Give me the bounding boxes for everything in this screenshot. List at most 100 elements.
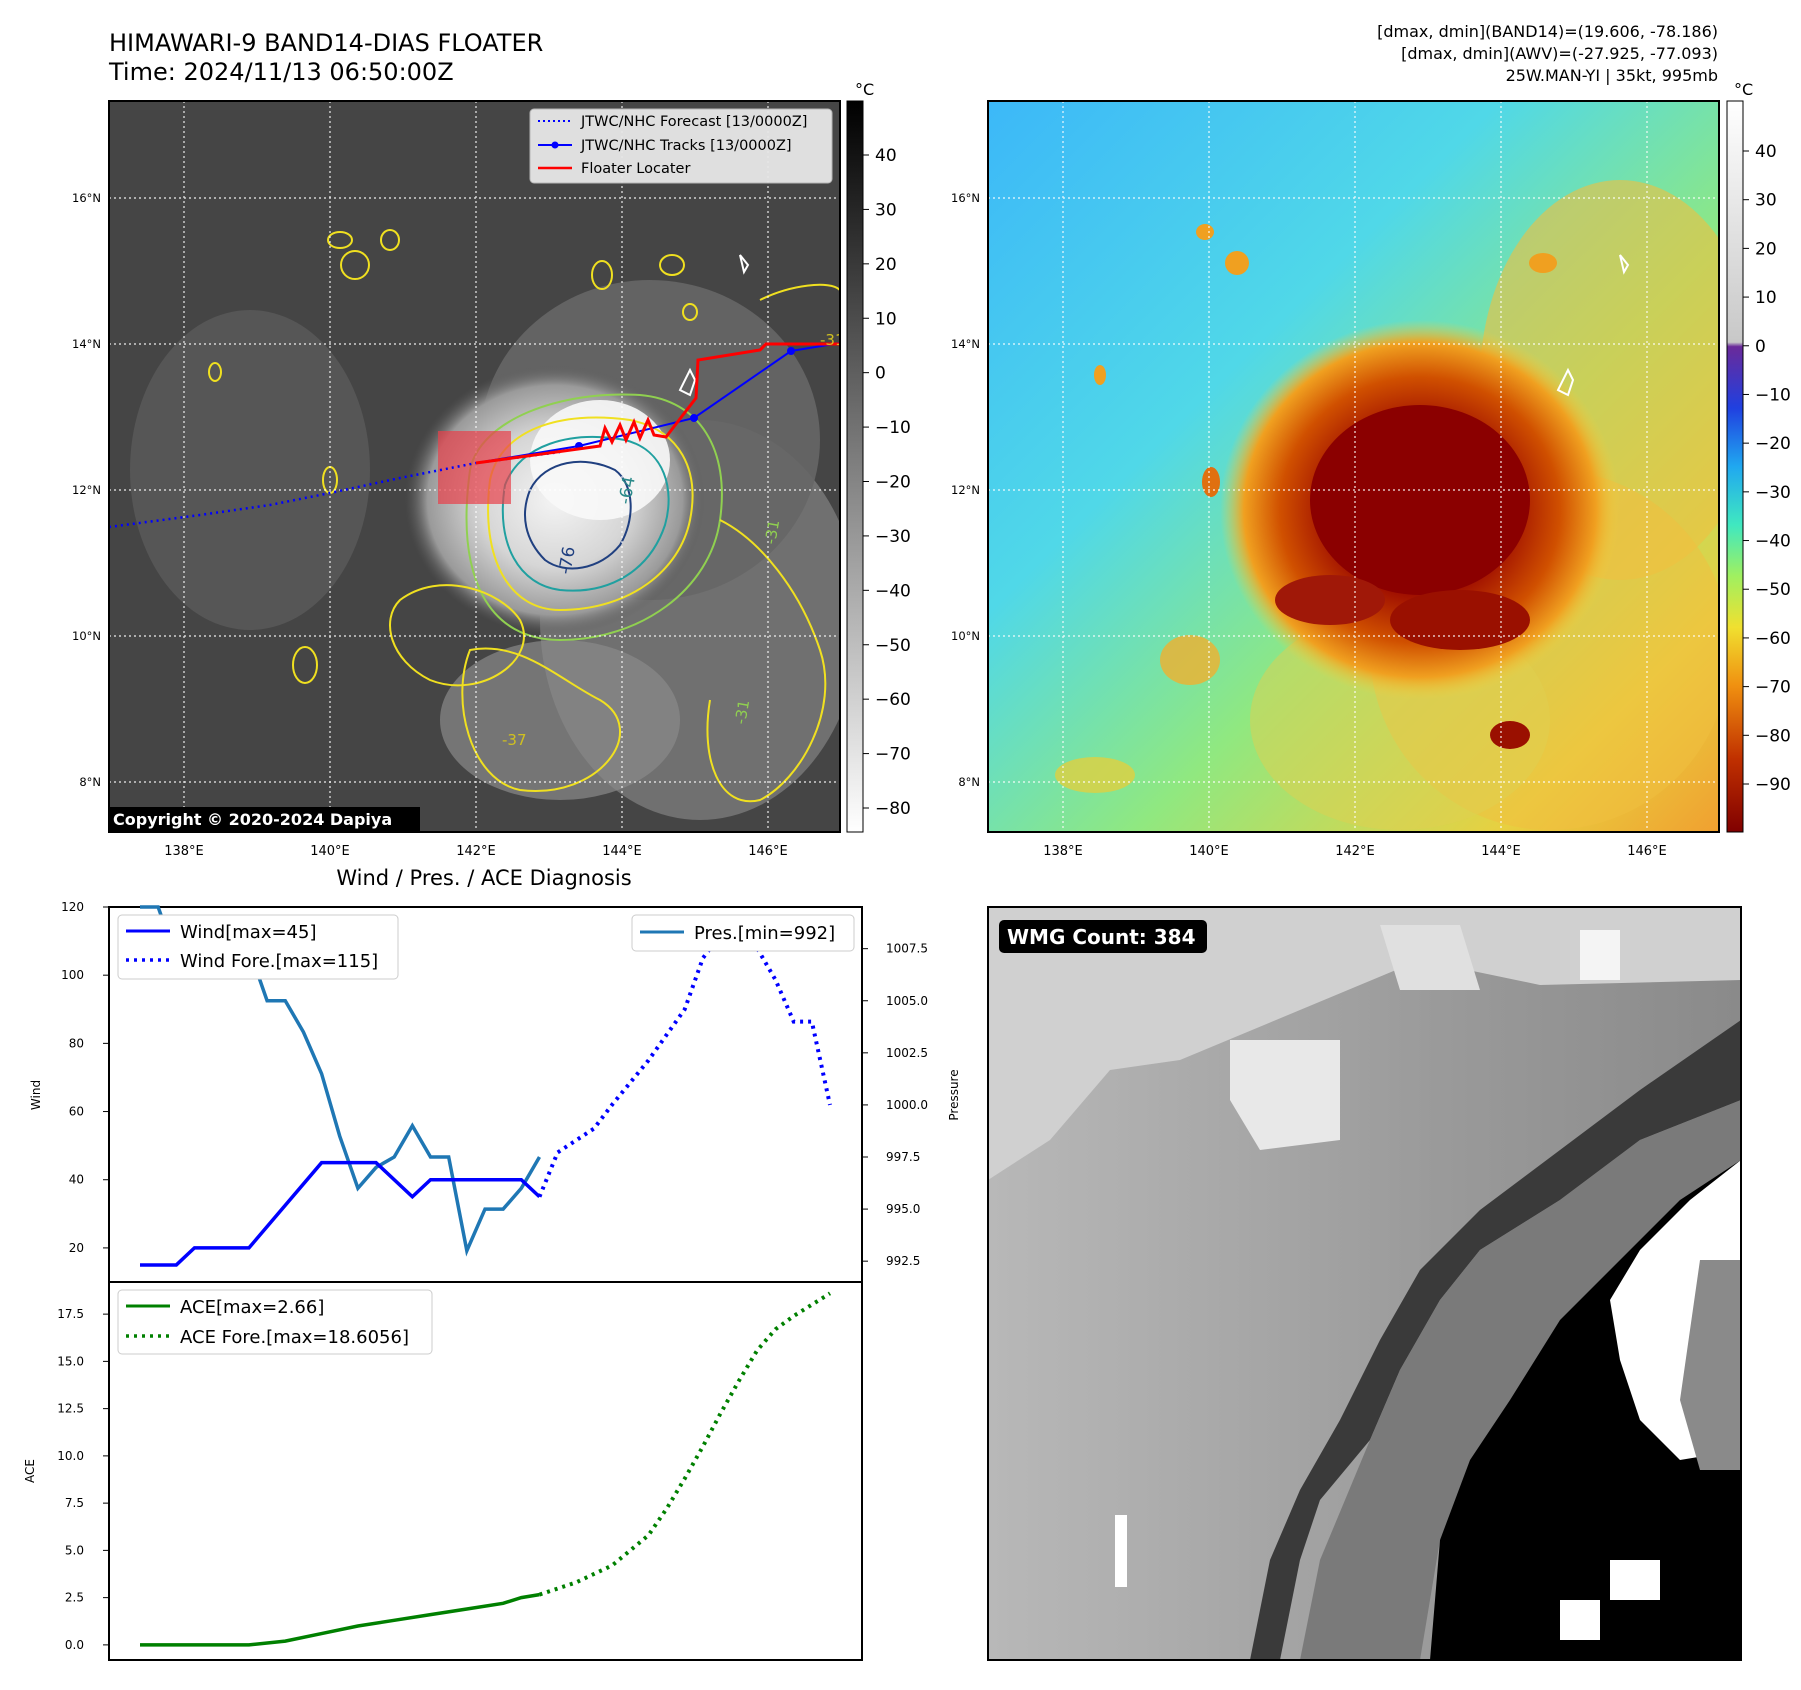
colorbar-tick: 40 (875, 146, 897, 166)
ace-forecast-line (538, 1291, 832, 1597)
figure-time: Time: 2024/11/13 06:50:00Z (108, 58, 454, 86)
lon-label: 144°E (602, 844, 642, 859)
lon-label: 138°E (164, 844, 204, 859)
wind-legend: Wind[max=45] Wind Fore.[max=115] (117, 914, 399, 980)
colorbar-tick: −10 (875, 418, 911, 438)
colorbar-tick: −20 (1755, 434, 1791, 454)
lon-label: 146°E (748, 844, 788, 859)
lon-label: 144°E (1481, 844, 1521, 859)
colorbar-tick: −90 (1755, 775, 1791, 795)
colorbar-unit: °C (855, 80, 874, 99)
lon-label: 138°E (1043, 844, 1083, 859)
colorbar-tick: −60 (1755, 629, 1791, 649)
pressure-tick: 995.0 (886, 1202, 920, 1216)
pressure-tick: 1005.0 (886, 994, 928, 1008)
pressure-tick: 1002.5 (886, 1046, 928, 1060)
pressure-tick: 1007.5 (886, 942, 928, 956)
lat-label: 10°N (951, 629, 980, 643)
colorbar-tick: 30 (1755, 191, 1777, 211)
ace-tick: 17.5 (57, 1307, 84, 1321)
pressure-forecast-line (755, 947, 832, 1106)
storm-info: 25W.MAN-YI | 35kt, 995mb (1506, 66, 1718, 85)
wind-tick: 120 (61, 900, 84, 914)
lon-label: 142°E (456, 844, 496, 859)
grayscale-ir-map: -64 -76 -31 -31 -37 -31 JTWC/NHC Forecas… (72, 100, 845, 859)
colorbar-tick: −50 (1755, 580, 1791, 600)
lat-label: 10°N (72, 629, 101, 643)
colorbar-tick: −40 (875, 581, 911, 601)
ace-tick: 10.0 (57, 1449, 84, 1463)
ace-tick: 7.5 (65, 1496, 84, 1510)
legend-wind-fore: Wind Fore.[max=115] (180, 951, 378, 972)
colorbar-tick: −20 (875, 473, 911, 493)
lat-label: 16°N (951, 191, 980, 205)
colorbar-unit: °C (1734, 80, 1753, 99)
stats-awv: [dmax, dmin](AWV)=(-27.925, -77.093) (1401, 44, 1718, 63)
ace-tick: 2.5 (65, 1591, 84, 1605)
contour-label: -31 (820, 331, 845, 349)
contour-label: -31 (761, 518, 783, 545)
pressure-tick: 992.5 (886, 1254, 920, 1268)
stats-band14: [dmax, dmin](BAND14)=(19.606, -78.186) (1377, 22, 1718, 41)
lon-label: 140°E (1189, 844, 1229, 859)
wind-pressure-chart: Wind / Pres. / ACE Diagnosis Wind Pressu… (29, 866, 961, 1283)
legend-ace-fore: ACE Fore.[max=18.6056] (180, 1327, 409, 1348)
colorbar-tick: −60 (875, 690, 911, 710)
ace-chart: ACE 0.0 2.5 5.0 7.5 10.0 12.5 15.0 17.5 ACE[max… (23, 1281, 863, 1661)
colorbar-tick: 20 (875, 255, 897, 275)
lon-label: 142°E (1335, 844, 1375, 859)
color-ir-map: 16°N 14°N 12°N 10°N 8°N 138°E 140°E 142°… (951, 100, 1720, 859)
pressure-legend: Pres.[min=992] (631, 914, 855, 952)
wmg-count-label: WMG Count: 384 (1007, 925, 1196, 949)
wind-axis-label: Wind (29, 1080, 43, 1110)
colorbar-tick: −80 (1755, 726, 1791, 746)
colorbar-tick: 10 (875, 309, 897, 329)
colorbar-tick: −70 (875, 745, 911, 765)
copyright-label: Copyright © 2020-2024 Dapiya (113, 810, 392, 829)
contour-label: -37 (502, 731, 527, 749)
lat-label: 12°N (951, 483, 980, 497)
wind-tick: 100 (61, 968, 84, 982)
colorbar-tick: −30 (1755, 483, 1791, 503)
wmg-panel: WMG Count: 384 (987, 906, 1742, 1661)
legend-forecast: JTWC/NHC Forecast [13/0000Z] (580, 114, 807, 130)
legend-pres: Pres.[min=992] (694, 923, 835, 944)
map-legend: JTWC/NHC Forecast [13/0000Z] JTWC/NHC Tr… (529, 108, 833, 184)
floater-locater-line (475, 342, 840, 465)
wind-tick: 40 (69, 1173, 84, 1187)
wind-tick: 80 (69, 1036, 84, 1050)
ace-tick: 5.0 (65, 1543, 84, 1557)
lat-label: 14°N (72, 337, 101, 351)
ace-legend: ACE[max=2.66] ACE Fore.[max=18.6056] (117, 1289, 433, 1355)
lat-label: 16°N (72, 191, 101, 205)
colorbar-tick: −70 (1755, 678, 1791, 698)
colorbar-tick: −10 (1755, 385, 1791, 405)
track-point (690, 414, 698, 422)
ace-axis-label: ACE (23, 1459, 37, 1483)
colorbar-tick: 10 (1755, 288, 1777, 308)
colorbar-tick: −50 (875, 636, 911, 656)
legend-tracks: JTWC/NHC Tracks [13/0000Z] (580, 138, 792, 154)
legend-ace: ACE[max=2.66] (180, 1297, 324, 1318)
lat-label: 14°N (951, 337, 980, 351)
colorbar-tick: 0 (1755, 337, 1766, 357)
colorbar-tick: −80 (875, 799, 911, 819)
legend-wind: Wind[max=45] (180, 922, 317, 943)
colorbar-tick: 0 (875, 364, 886, 384)
pressure-tick: 1000.0 (886, 1098, 928, 1112)
wind-line (140, 1160, 541, 1267)
lon-label: 140°E (310, 844, 350, 859)
lat-label: 8°N (958, 775, 980, 789)
colorbar-tick: −40 (1755, 532, 1791, 552)
lat-label: 12°N (72, 483, 101, 497)
pressure-tick: 997.5 (886, 1150, 920, 1164)
lon-label: 146°E (1627, 844, 1667, 859)
pressure-axis-label: Pressure (947, 1069, 961, 1120)
contour-label: -31 (731, 698, 753, 725)
chart-title: Wind / Pres. / ACE Diagnosis (336, 866, 631, 890)
figure-title: HIMAWARI-9 BAND14-DIAS FLOATER (109, 29, 543, 57)
wind-tick: 20 (69, 1241, 84, 1255)
wind-tick: 60 (69, 1105, 84, 1119)
colorbar-tick: 20 (1755, 239, 1777, 259)
